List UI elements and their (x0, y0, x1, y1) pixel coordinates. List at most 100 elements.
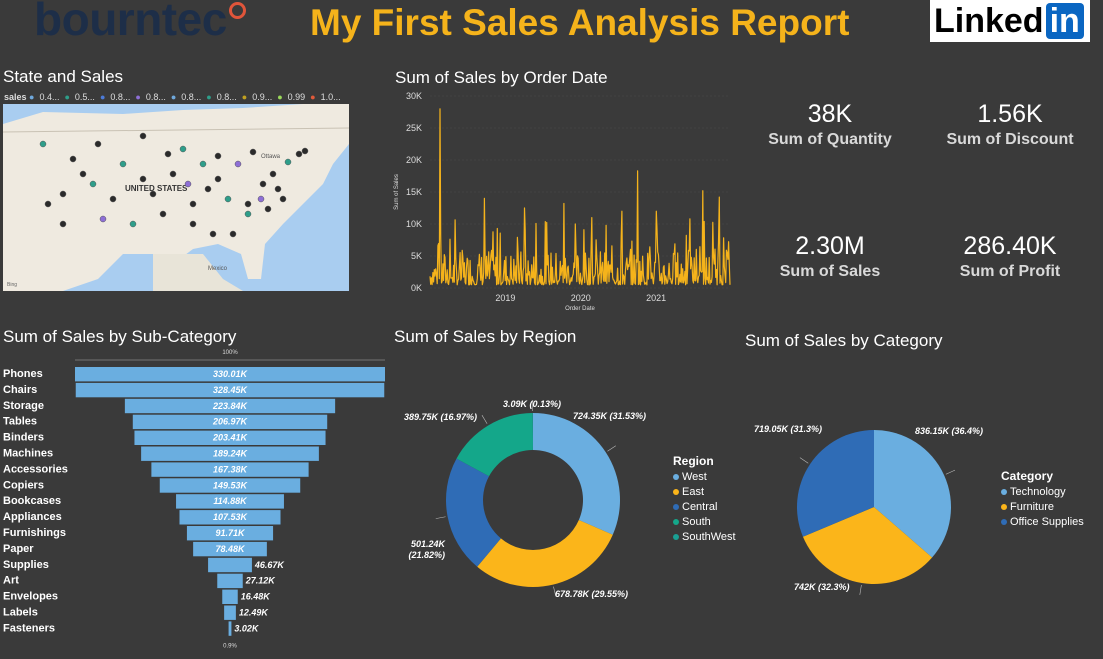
logo-ring-icon (229, 2, 246, 19)
map-point[interactable] (90, 181, 96, 187)
category-legend-item[interactable]: Office Supplies (1001, 516, 1084, 528)
map-svg[interactable]: UNITED STATES Ottawa Mexico Bing (3, 104, 349, 291)
funnel-value-label: 167.38K (213, 464, 249, 474)
map-point[interactable] (170, 171, 176, 177)
map-point[interactable] (185, 181, 191, 187)
map-point[interactable] (245, 211, 251, 217)
x-axis-label: Order Date (565, 306, 595, 312)
region-legend-item[interactable]: SouthWest (673, 531, 736, 543)
map-point[interactable] (205, 186, 211, 192)
legend-dot-icon (673, 534, 679, 540)
map-point[interactable] (160, 211, 166, 217)
map-legend-label: sales (4, 92, 29, 102)
map-point[interactable] (245, 201, 251, 207)
map-point[interactable] (190, 201, 196, 207)
map-point[interactable] (120, 161, 126, 167)
pie-data-label: 742K (32.3%) (794, 582, 850, 592)
map-point[interactable] (215, 153, 221, 159)
map-legend-item[interactable]: ●1.0... (310, 92, 340, 102)
y-axis-label: Sum of Sales (394, 174, 400, 210)
map-point[interactable] (200, 161, 206, 167)
map-point[interactable] (180, 146, 186, 152)
map-point[interactable] (150, 191, 156, 197)
map-point[interactable] (140, 176, 146, 182)
funnel-bar[interactable] (224, 606, 236, 620)
map-point[interactable] (210, 231, 216, 237)
map-place-label: Ottawa (261, 154, 281, 160)
category-legend-item[interactable]: Technology (1001, 486, 1084, 498)
map-point[interactable] (260, 181, 266, 187)
map-point[interactable] (80, 171, 86, 177)
map-point[interactable] (230, 231, 236, 237)
funnel-bottom-label: 0.9% (223, 643, 237, 649)
funnel-bar[interactable] (208, 558, 252, 572)
pie-slice[interactable] (477, 520, 613, 587)
map-point[interactable] (235, 161, 241, 167)
category-chart-svg: 836.15K (36.4%)742K (32.3%)719.05K (31.3… (740, 360, 1002, 600)
map-point[interactable] (296, 151, 302, 157)
map-point[interactable] (215, 176, 221, 182)
map-point[interactable] (275, 186, 281, 192)
funnel-bar[interactable] (222, 590, 237, 604)
map-point[interactable] (95, 141, 101, 147)
region-chart-svg: 724.35K (31.53%)678.78K (29.55%)501.24K(… (392, 350, 672, 650)
funnel-value-label: 114.88K (213, 496, 248, 506)
sales-map[interactable]: UNITED STATES Ottawa Mexico Bing (3, 104, 349, 291)
x-tick-label: 2019 (495, 293, 515, 303)
map-place-label: Mexico (208, 266, 228, 272)
funnel-value-label: 3.02K (234, 623, 260, 633)
map-legend-item[interactable]: ●0.4... (29, 92, 59, 102)
map-legend-item[interactable]: ●0.8... (171, 92, 201, 102)
funnel-bar[interactable] (217, 574, 242, 588)
region-legend-item[interactable]: West (673, 471, 736, 483)
map-point[interactable] (60, 191, 66, 197)
region-legend-item[interactable]: Central (673, 501, 736, 513)
kpi-value: 2.30M (745, 232, 915, 261)
funnel-value-label: 223.84K (212, 401, 249, 411)
map-point[interactable] (70, 156, 76, 162)
map-point[interactable] (40, 141, 46, 147)
map-legend-item[interactable]: ●0.8... (135, 92, 165, 102)
map-legend-item[interactable]: ●0.9... (242, 92, 272, 102)
map-point[interactable] (45, 201, 51, 207)
funnel-value-label: 328.45K (213, 385, 249, 395)
map-point[interactable] (140, 133, 146, 139)
legend-dot-icon (1001, 489, 1007, 495)
funnel-value-label: 330.01K (213, 369, 249, 379)
map-point[interactable] (265, 206, 271, 212)
kpi-label: Sum of Profit (925, 263, 1095, 281)
map-legend-item[interactable]: ●0.5... (64, 92, 94, 102)
map-legend-item[interactable]: ●0.8... (206, 92, 236, 102)
map-point[interactable] (258, 196, 264, 202)
map-legend-item[interactable]: ●0.8... (100, 92, 130, 102)
region-legend-item[interactable]: East (673, 486, 736, 498)
map-point[interactable] (190, 221, 196, 227)
funnel-category-label: Chairs (3, 384, 37, 396)
map-point[interactable] (250, 149, 256, 155)
pie-slice[interactable] (533, 413, 620, 535)
legend-dot-icon (673, 519, 679, 525)
map-legend-item[interactable]: ●0.99 (277, 92, 305, 102)
x-tick-label: 2020 (571, 293, 591, 303)
map-point[interactable] (302, 148, 308, 154)
legend-dot-icon (673, 474, 679, 480)
map-point[interactable] (60, 221, 66, 227)
map-point[interactable] (100, 216, 106, 222)
map-point[interactable] (285, 159, 291, 165)
category-legend-item[interactable]: Furniture (1001, 501, 1084, 513)
funnel-bar[interactable] (229, 621, 232, 635)
map-point[interactable] (225, 196, 231, 202)
map-point[interactable] (165, 151, 171, 157)
map-point[interactable] (270, 171, 276, 177)
map-point[interactable] (130, 221, 136, 227)
funnel-category-label: Paper (3, 543, 34, 555)
funnel-value-label: 206.97K (212, 417, 249, 427)
sales-line-series[interactable] (430, 109, 730, 285)
funnel-value-label: 27.12K (245, 576, 277, 586)
region-legend-item[interactable]: South (673, 516, 736, 528)
pie-data-label: 678.78K (29.55%) (555, 589, 628, 599)
map-point[interactable] (110, 196, 116, 202)
pie-leader-line (482, 415, 487, 424)
map-point[interactable] (280, 196, 286, 202)
